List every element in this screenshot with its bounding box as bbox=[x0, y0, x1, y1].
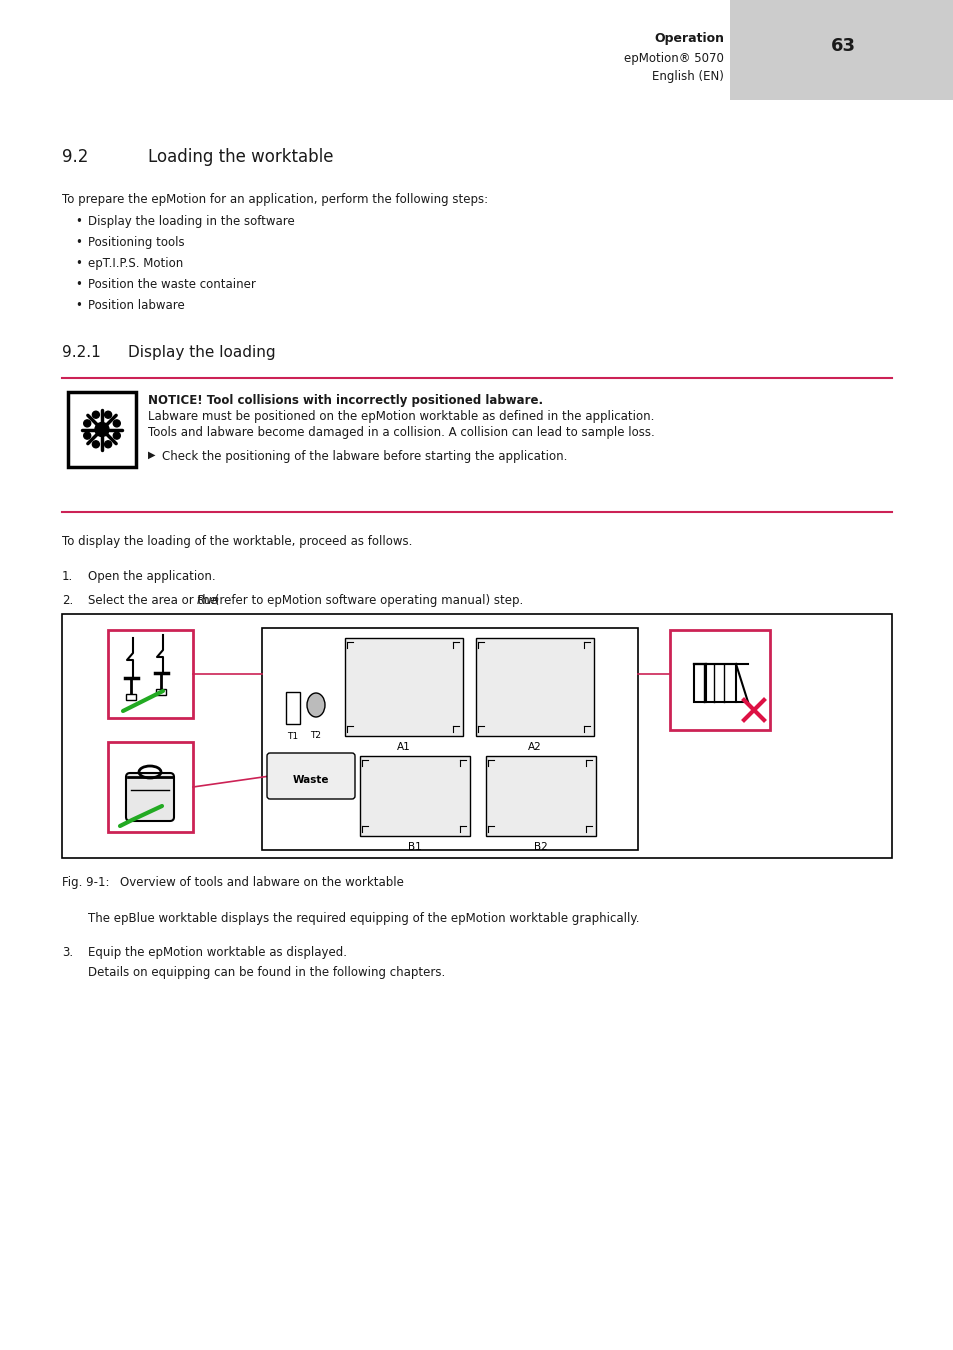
Circle shape bbox=[105, 441, 112, 448]
Text: Labware must be positioned on the epMotion worktable as defined in the applicati: Labware must be positioned on the epMoti… bbox=[148, 410, 654, 423]
Bar bbox=[359, 756, 470, 836]
Text: Position the waste container: Position the waste container bbox=[88, 278, 255, 292]
Text: The epBlue worktable displays the required equipping of the epMotion worktable g: The epBlue worktable displays the requir… bbox=[88, 913, 639, 925]
Bar bbox=[476, 639, 594, 736]
Text: Waste: Waste bbox=[293, 775, 329, 784]
FancyBboxPatch shape bbox=[267, 753, 355, 799]
Text: Loading the worktable: Loading the worktable bbox=[148, 148, 334, 166]
Text: (refer to epMotion software operating manual) step.: (refer to epMotion software operating ma… bbox=[211, 594, 522, 608]
Bar bbox=[262, 628, 638, 850]
Text: •: • bbox=[75, 236, 82, 248]
Text: Overview of tools and labware on the worktable: Overview of tools and labware on the wor… bbox=[120, 876, 403, 890]
Text: Position labware: Position labware bbox=[88, 298, 185, 312]
Text: NOTICE! Tool collisions with incorrectly positioned labware.: NOTICE! Tool collisions with incorrectly… bbox=[148, 394, 542, 406]
Text: English (EN): English (EN) bbox=[652, 70, 723, 82]
Circle shape bbox=[95, 423, 109, 436]
Text: B2: B2 bbox=[534, 842, 547, 852]
Text: Details on equipping can be found in the following chapters.: Details on equipping can be found in the… bbox=[88, 967, 445, 979]
Text: •: • bbox=[75, 256, 82, 270]
Text: Operation: Operation bbox=[654, 32, 723, 45]
Text: epT.I.P.S. Motion: epT.I.P.S. Motion bbox=[88, 256, 183, 270]
Bar bbox=[345, 639, 462, 736]
Text: 3.: 3. bbox=[62, 946, 73, 958]
Bar bbox=[68, 392, 136, 467]
Circle shape bbox=[92, 412, 99, 418]
Text: T2: T2 bbox=[310, 730, 321, 740]
Text: T1: T1 bbox=[287, 732, 298, 741]
Text: Display the loading in the software: Display the loading in the software bbox=[88, 215, 294, 228]
Text: Equip the epMotion worktable as displayed.: Equip the epMotion worktable as displaye… bbox=[88, 946, 347, 958]
Text: Select the area or the: Select the area or the bbox=[88, 594, 220, 608]
Bar bbox=[485, 756, 596, 836]
Text: To prepare the epMotion for an application, perform the following steps:: To prepare the epMotion for an applicati… bbox=[62, 193, 488, 207]
Text: Fig. 9-1:: Fig. 9-1: bbox=[62, 876, 110, 890]
Text: epMotion® 5070: epMotion® 5070 bbox=[623, 53, 723, 65]
Text: Display the loading: Display the loading bbox=[128, 346, 275, 360]
Text: To display the loading of the worktable, proceed as follows.: To display the loading of the worktable,… bbox=[62, 535, 412, 548]
Ellipse shape bbox=[307, 693, 325, 717]
Text: 9.2: 9.2 bbox=[62, 148, 89, 166]
Text: Tools and labware become damaged in a collision. A collision can lead to sample : Tools and labware become damaged in a co… bbox=[148, 427, 654, 439]
Bar bbox=[126, 694, 136, 701]
Circle shape bbox=[84, 420, 91, 427]
Text: Positioning tools: Positioning tools bbox=[88, 236, 185, 248]
Text: •: • bbox=[75, 278, 82, 292]
Bar bbox=[729, 0, 953, 100]
Bar bbox=[693, 664, 735, 702]
Text: 63: 63 bbox=[830, 36, 855, 55]
Text: Run: Run bbox=[196, 594, 219, 608]
Text: 1.: 1. bbox=[62, 570, 73, 583]
Text: •: • bbox=[75, 298, 82, 312]
Text: A1: A1 bbox=[396, 743, 411, 752]
Bar bbox=[108, 630, 193, 718]
Text: Open the application.: Open the application. bbox=[88, 570, 215, 583]
Circle shape bbox=[84, 432, 91, 439]
Text: 9.2.1: 9.2.1 bbox=[62, 346, 101, 360]
FancyBboxPatch shape bbox=[126, 774, 173, 821]
Text: B1: B1 bbox=[408, 842, 421, 852]
Text: •: • bbox=[75, 215, 82, 228]
Circle shape bbox=[105, 412, 112, 418]
Circle shape bbox=[113, 420, 120, 427]
Circle shape bbox=[92, 441, 99, 448]
Bar bbox=[669, 630, 769, 730]
Text: ▶: ▶ bbox=[148, 450, 155, 460]
Bar bbox=[156, 688, 166, 695]
Text: Check the positioning of the labware before starting the application.: Check the positioning of the labware bef… bbox=[162, 450, 567, 463]
Text: 2.: 2. bbox=[62, 594, 73, 608]
Circle shape bbox=[113, 432, 120, 439]
Text: A2: A2 bbox=[528, 743, 541, 752]
Bar bbox=[286, 693, 299, 724]
Bar bbox=[108, 743, 193, 832]
Bar bbox=[62, 614, 891, 859]
